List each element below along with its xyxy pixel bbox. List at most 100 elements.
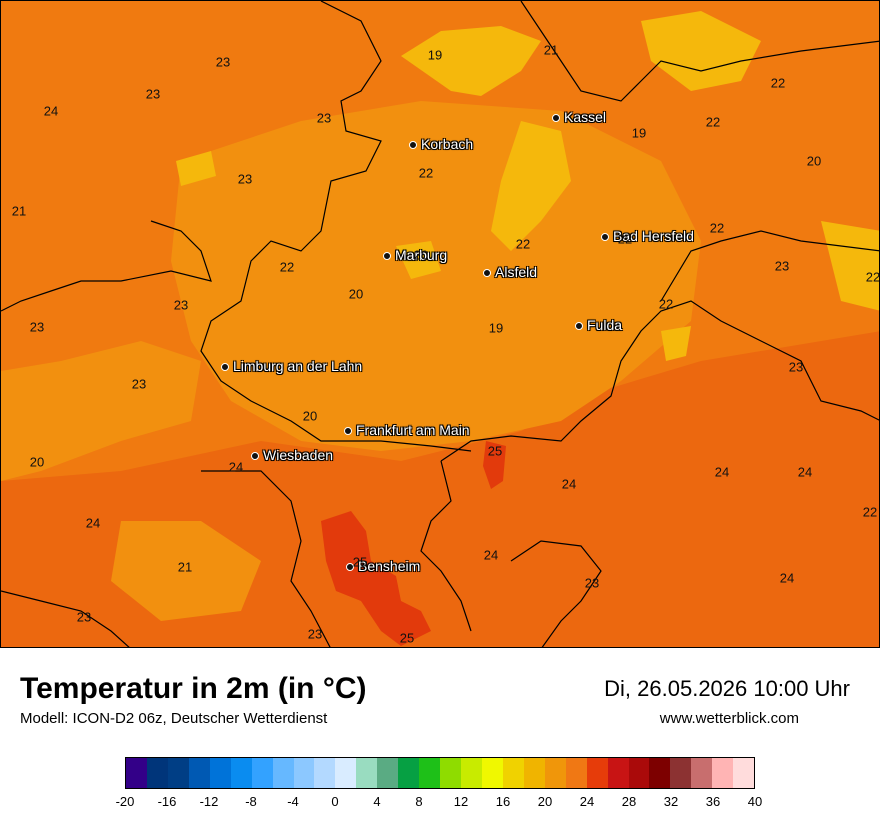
field-cold-northeast xyxy=(641,11,761,91)
temperature-value: 23 xyxy=(76,609,92,625)
legend-tick-label: -4 xyxy=(287,794,299,809)
map-footer: Temperatur in 2m (in °C) Modell: ICON-D2… xyxy=(0,648,880,830)
city-dot-icon xyxy=(346,563,354,571)
legend-swatch xyxy=(440,758,461,788)
city-dot-icon xyxy=(383,252,391,260)
field-cold-marburg xyxy=(396,241,441,279)
legend-tick-label: 28 xyxy=(621,794,637,809)
temperature-value: 23 xyxy=(29,319,45,335)
field-cold-north xyxy=(401,26,541,96)
legend-swatch xyxy=(502,758,524,788)
city-dot-icon xyxy=(575,322,583,330)
legend-tick-label: 20 xyxy=(537,794,553,809)
temperature-value: 20 xyxy=(29,454,45,470)
field-cold-small-1 xyxy=(176,151,216,186)
temperature-value: 21 xyxy=(543,42,559,58)
temperature-value: 22 xyxy=(279,259,295,275)
temperature-value: 22 xyxy=(709,220,725,236)
legend-swatch xyxy=(209,758,231,788)
temperature-value: 22 xyxy=(770,75,786,91)
temperature-map: Kassel Korbach Bad Hersfeld Marburg Alsfeld F… xyxy=(0,0,880,648)
legend-swatch xyxy=(188,758,210,788)
legend-swatch xyxy=(356,758,378,788)
legend-swatch xyxy=(523,758,545,788)
temperature-value: 23 xyxy=(584,575,600,591)
temperature-value: 22 xyxy=(705,114,721,130)
legend-tick-label: 24 xyxy=(579,794,595,809)
temperature-value: 21 xyxy=(177,559,193,575)
legend-tick-label: 0 xyxy=(331,794,339,809)
legend-swatch xyxy=(293,758,315,788)
legend-tick-label: 32 xyxy=(663,794,679,809)
map-fields xyxy=(1,1,879,647)
temperature-value: 20 xyxy=(806,153,822,169)
temperature-value: 22 xyxy=(418,165,434,181)
legend-tick-label: 8 xyxy=(415,794,423,809)
field-cool-west xyxy=(1,341,201,481)
city-name: Fulda xyxy=(587,317,623,333)
city-dot-icon xyxy=(601,233,609,241)
website-link[interactable]: www.wetterblick.com xyxy=(659,710,799,727)
legend-swatch xyxy=(419,758,441,788)
legend-tick-label: -12 xyxy=(199,794,219,809)
forecast-datetime: Di, 26.05.2026 10:00 Uhr xyxy=(604,676,850,701)
legend-swatch xyxy=(377,758,399,788)
temperature-value: 21 xyxy=(11,203,27,219)
temperature-value: 25 xyxy=(352,554,368,570)
city-dot-icon xyxy=(552,114,560,122)
field-cool-sw xyxy=(111,521,261,621)
legend-swatch xyxy=(251,758,273,788)
city-dot-icon xyxy=(344,427,352,435)
temperature-value: 24 xyxy=(85,515,101,531)
temperature-value: 23 xyxy=(237,171,253,187)
legend-swatch xyxy=(544,758,566,788)
temperature-value: 23 xyxy=(145,86,161,102)
legend-swatch xyxy=(481,758,503,788)
legend-swatch xyxy=(272,758,294,788)
city-name: Wiesbaden xyxy=(263,447,334,463)
city-name: Alsfeld xyxy=(495,264,538,280)
legend-swatch xyxy=(461,758,482,788)
legend-tick-label: -16 xyxy=(157,794,177,809)
temperature-value: 20 xyxy=(302,408,318,424)
legend-swatch xyxy=(649,758,671,788)
temperature-value: 19 xyxy=(631,125,647,141)
temperature-value: 23 xyxy=(131,376,147,392)
temperature-value: 24 xyxy=(228,459,244,475)
legend-swatch xyxy=(733,758,755,788)
legend-tick-label: 40 xyxy=(747,794,763,809)
legend-tick-label: -8 xyxy=(245,794,257,809)
temperature-value: 23 xyxy=(316,110,332,126)
city-name: Limburg an der Lahn xyxy=(233,358,363,374)
city-name: Kassel xyxy=(564,109,607,125)
temperature-value: 23 xyxy=(173,297,189,313)
legend-tick-label: 12 xyxy=(453,794,469,809)
legend-swatch xyxy=(146,758,168,788)
temperature-value: 20 xyxy=(348,286,364,302)
city-dot-icon xyxy=(483,269,491,277)
city-dot-icon xyxy=(251,452,259,460)
legend-swatch xyxy=(670,758,692,788)
legend-swatch xyxy=(586,758,608,788)
city-dot-icon xyxy=(221,363,229,371)
legend-swatch xyxy=(565,758,587,788)
field-cold-fulda xyxy=(661,326,691,361)
state-borders xyxy=(1,1,879,647)
legend-swatch xyxy=(691,758,713,788)
city-name: Korbach xyxy=(421,136,474,152)
legend-swatch xyxy=(712,758,734,788)
temperature-value: 19 xyxy=(488,320,504,336)
city-name: Bad Hersfeld xyxy=(613,228,694,244)
temperature-value: 22 xyxy=(658,296,674,312)
legend-tick-label: 16 xyxy=(495,794,511,809)
temperature-value: 23 xyxy=(774,258,790,274)
legend-swatch xyxy=(314,758,336,788)
legend-swatch xyxy=(126,758,147,788)
temperature-value: 23 xyxy=(788,359,804,375)
legend-swatch xyxy=(398,758,420,788)
legend-swatch xyxy=(335,758,357,788)
temperature-value: 24 xyxy=(483,547,499,563)
temperature-value: 20 xyxy=(413,247,429,263)
legend-tick-label: 4 xyxy=(373,794,381,809)
city-name: Bensheim xyxy=(358,558,421,574)
